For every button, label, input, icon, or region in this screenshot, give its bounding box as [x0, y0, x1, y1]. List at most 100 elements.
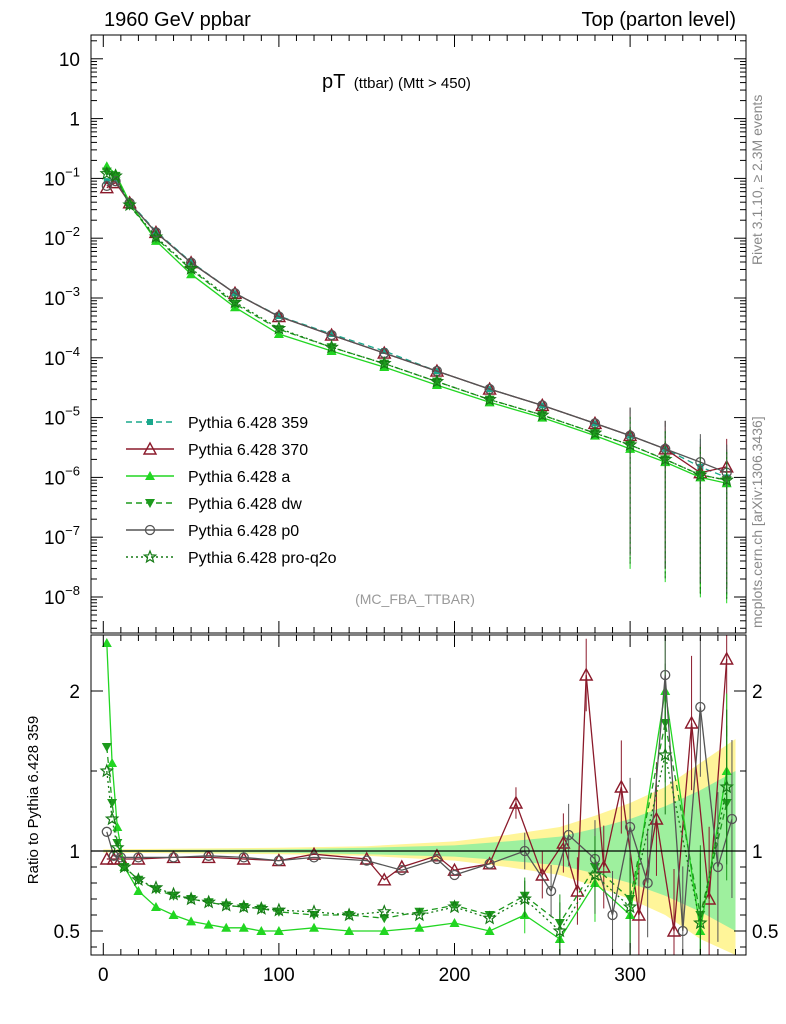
- ratio-point: [695, 701, 706, 713]
- ratio-point: [624, 821, 636, 833]
- x-tick-label: 200: [439, 965, 471, 986]
- x-tick-label: 0: [98, 965, 109, 986]
- ratio-point: [535, 867, 550, 881]
- data-point: [124, 201, 135, 211]
- ratio-point: [677, 925, 688, 937]
- ratio-point: [666, 923, 682, 937]
- ratio-y-tick-label: 2: [69, 682, 80, 703]
- ratio-point: [484, 926, 495, 935]
- legend-label: Pythia 6.428 p0: [188, 523, 299, 540]
- ratio-point: [361, 855, 372, 866]
- y-tick-label: 10: [59, 50, 80, 71]
- series-line: [106, 180, 727, 474]
- legend-entry-2: Pythia 6.428 a: [126, 469, 290, 486]
- legend-label: Pythia 6.428 pro-q2o: [188, 550, 337, 567]
- legend-marker: [142, 441, 158, 455]
- ratio-point: [201, 849, 216, 864]
- ratio-point: [131, 872, 146, 887]
- ratio-point: [614, 779, 629, 793]
- ratio-line: [106, 642, 728, 940]
- ratio-point: [273, 926, 284, 935]
- ratio-point: [201, 894, 216, 909]
- ratio-point: [377, 872, 392, 886]
- ratio-point: [657, 747, 673, 762]
- ratio-point: [117, 859, 132, 874]
- rivet-version-label: Rivet 3.1.10, ≥ 2.3M events: [749, 95, 765, 265]
- ratio-point: [412, 907, 427, 922]
- ratio-point: [256, 926, 267, 935]
- ratio-point: [449, 918, 460, 927]
- ratio-point: [622, 899, 638, 914]
- ratio-point: [482, 910, 497, 925]
- ratio-y-tick-label-right: 1: [752, 842, 763, 863]
- ratio-point: [719, 651, 734, 665]
- ratio-point: [431, 853, 443, 865]
- y-tick-label: 10−2: [44, 224, 80, 250]
- ratio-point: [101, 638, 112, 647]
- data-point: [122, 197, 137, 212]
- series-5: [99, 166, 734, 601]
- ratio-point: [693, 915, 708, 930]
- ratio-point: [104, 811, 120, 826]
- ratio-y-tick-label: 1: [69, 842, 80, 863]
- data-point: [110, 175, 121, 187]
- ratio-point: [379, 926, 390, 935]
- legend-entry-1: Pythia 6.428 370: [126, 441, 308, 459]
- data-point: [326, 329, 337, 341]
- ratio-series-layer: [99, 635, 738, 955]
- ratio-point: [414, 922, 425, 932]
- data-point: [101, 167, 112, 177]
- ratio-point: [447, 899, 462, 914]
- y-tick-label: 10−6: [44, 463, 80, 489]
- data-point: [328, 331, 335, 337]
- legend-label: Pythia 6.428 a: [188, 469, 290, 486]
- main-series-layer: [99, 161, 734, 604]
- main-axes: 10 1 10−1 10−2 10−3 10−4 10−5 10−6 10−7 10−8: [44, 34, 747, 634]
- ratio-point: [449, 869, 460, 881]
- data-point: [324, 339, 339, 354]
- ratio-point: [221, 922, 232, 932]
- data-point: [535, 407, 550, 422]
- ratio-point: [552, 923, 568, 938]
- ratio-point: [101, 826, 112, 837]
- data-point: [429, 373, 445, 388]
- data-point: [186, 265, 197, 275]
- ratio-point: [377, 904, 392, 919]
- legend-marker: [145, 471, 155, 480]
- ratio-point: [133, 886, 144, 895]
- ratio-series-0: [99, 635, 734, 955]
- ratio-point: [359, 851, 374, 865]
- ratio-plot-frame: [90, 634, 747, 956]
- ratio-point: [684, 715, 699, 729]
- ratio-point: [712, 861, 724, 873]
- header-energy: 1960 GeV ppbar: [104, 9, 251, 31]
- ratio-point: [642, 877, 653, 889]
- legend-entry-0: Pythia 6.428 359: [126, 415, 308, 432]
- legend-marker: [145, 499, 155, 508]
- ratio-point: [238, 852, 249, 863]
- legend-entry-5: Pythia 6.428 pro-q2o: [126, 549, 337, 567]
- ratio-y-tick-label-right: 2: [752, 682, 763, 703]
- ratio-point: [271, 902, 287, 917]
- legend-marker: [144, 524, 156, 536]
- legend-marker: [142, 549, 158, 564]
- title-sub: (ttbar) (Mtt > 450): [354, 75, 471, 92]
- ratio-point: [309, 922, 320, 932]
- data-point: [99, 166, 115, 180]
- title-main: pT: [322, 71, 345, 93]
- y-tick-label: 10−3: [44, 284, 80, 310]
- legend-marker: [147, 419, 153, 425]
- ratio-point: [236, 851, 251, 865]
- data-point: [148, 229, 164, 244]
- y-tick-label: 10−1: [44, 164, 80, 190]
- ratio-point: [150, 902, 161, 911]
- y-tick-label: 10−4: [44, 344, 80, 370]
- ratio-line: [106, 674, 733, 932]
- legend-label: Pythia 6.428 359: [188, 415, 308, 432]
- ratio-point: [344, 926, 355, 935]
- main-plot-title: pT (ttbar) (Mtt > 450): [322, 71, 471, 93]
- ratio-point: [484, 911, 495, 920]
- analysis-name: (MC_FBA_TTBAR): [355, 591, 475, 607]
- mcplots-label: mcplots.cern.ch [arXiv:1306.3436]: [749, 416, 765, 628]
